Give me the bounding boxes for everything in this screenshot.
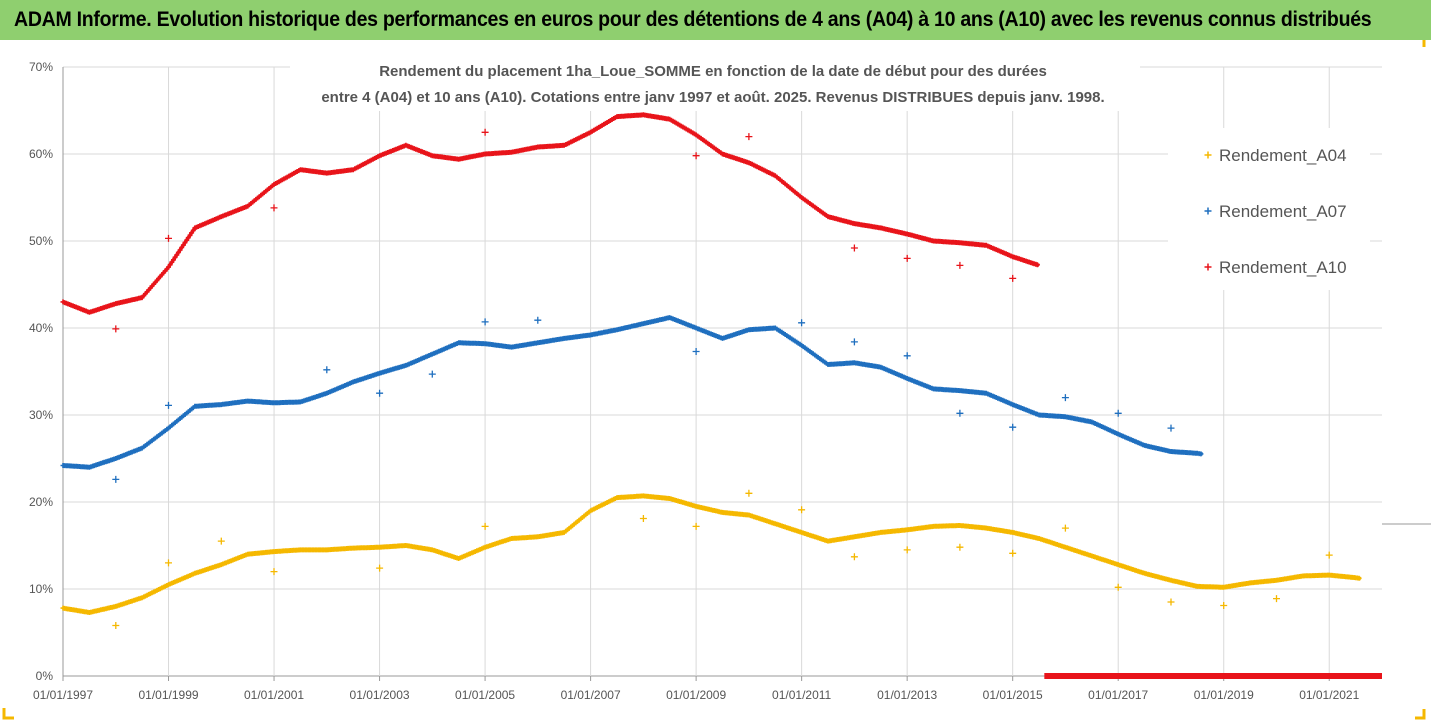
chart-corner-marks [2,40,1426,720]
outlier-point [850,553,858,561]
outlier-point [1167,424,1175,432]
legend-box [1168,128,1370,290]
outlier-point [481,128,489,136]
legend-marker [1204,151,1212,159]
x-tick-label: 01/01/1999 [138,688,198,702]
y-tick-label: 50% [29,234,53,248]
outlier-point [481,522,489,530]
chart-title-background [290,53,1140,111]
outlier-point [481,318,489,326]
outlier-point [1009,423,1017,431]
chart-title-line-2: entre 4 (A04) et 10 ans (A10). Cotations… [321,89,1104,106]
series-line [62,494,1362,615]
outlier-point [903,254,911,262]
outlier-point [798,319,806,327]
series-Rendement_A10 [60,112,1382,679]
outlier-point [112,622,120,629]
outlier-point [112,475,120,483]
performance-chart: 0%10%20%30%40%50%60%70% 01/01/1997 01/01/… [0,40,1431,721]
y-tick-label: 20% [29,495,53,509]
outlier-point [956,261,964,269]
y-tick-label: 60% [29,147,53,161]
y-tick-label: 0% [36,669,54,683]
outlier-point [1114,409,1122,417]
y-tick-label: 40% [29,321,53,335]
outlier-point [956,543,964,551]
x-tick-label: 01/01/2019 [1194,688,1254,702]
legend-label: Rendement_A07 [1219,202,1347,221]
outlier-point [1114,583,1122,591]
outlier-point [165,559,172,567]
series-Rendement_A07 [60,315,1204,483]
outlier-point [1061,394,1069,402]
x-tick-label: 01/01/2015 [983,688,1043,702]
outlier-point [376,564,384,572]
series-Rendement_A04 [60,489,1362,629]
chart-title-line-1: Rendement du placement 1ha_Loue_SOMME en… [379,63,1047,80]
x-tick-label: 01/01/2001 [244,688,304,702]
zero-value-run [1044,673,1382,679]
outlier-point [850,338,858,346]
outlier-point [217,537,225,545]
x-tick-label: 01/01/2005 [455,688,515,702]
outlier-point [692,522,700,530]
series-line [62,315,1203,469]
outlier-point [270,204,278,212]
outlier-point [112,325,120,333]
outlier-point [165,401,172,409]
series-line [62,113,1040,315]
outlier-point [798,506,806,514]
x-tick-label: 01/01/2003 [350,688,410,702]
x-tick-label: 01/01/2011 [772,688,831,702]
outlier-point [376,389,384,397]
outlier-point [1009,274,1017,282]
outlier-point [1325,551,1333,559]
outlier-point [903,546,911,554]
outlier-point [1273,595,1280,603]
legend-label: Rendement_A04 [1219,146,1347,165]
outlier-point [270,568,278,576]
report-title: ADAM Informe. Evolution historique des p… [14,8,1372,31]
outlier-point [1167,598,1175,606]
plot-area [60,112,1382,679]
legend-marker [1204,263,1212,271]
x-axis-ticks: 01/01/1997 01/01/1999 01/01/2001 01/01/2003… [33,688,1360,702]
outlier-point [692,152,700,160]
y-tick-label: 70% [29,60,53,74]
y-tick-label: 10% [29,582,53,596]
outlier-point [639,515,647,522]
outlier-point [850,244,858,252]
x-tick-label: 01/01/2007 [561,688,621,702]
outlier-point [1009,549,1017,557]
x-tick-label: 01/01/2021 [1299,688,1359,702]
y-axis-ticks: 0% 10% 20% 30% 40% 50% 60% 70% [29,60,53,683]
outlier-point [534,316,542,324]
chart-legend: Rendement_A04 Rendement_A07 Rendement_A10 [1168,128,1370,290]
outlier-point [692,348,700,355]
x-tick-label: 01/01/2017 [1088,688,1148,702]
outlier-point [745,489,753,497]
outlier-point [903,352,911,360]
legend-label: Rendement_A10 [1219,258,1347,277]
legend-marker [1204,207,1212,215]
x-tick-label: 01/01/1997 [33,688,93,702]
outlier-point [1061,524,1069,532]
x-tick-label: 01/01/2013 [877,688,937,702]
outlier-point [1220,602,1228,609]
y-tick-label: 30% [29,408,53,422]
outlier-point [428,370,436,378]
outlier-point [745,133,753,141]
x-tick-label: 01/01/2009 [666,688,726,702]
outlier-point [956,409,964,417]
outlier-point [165,234,172,242]
report-header-banner: ADAM Informe. Evolution historique des p… [0,0,1431,40]
outlier-point [323,366,331,374]
